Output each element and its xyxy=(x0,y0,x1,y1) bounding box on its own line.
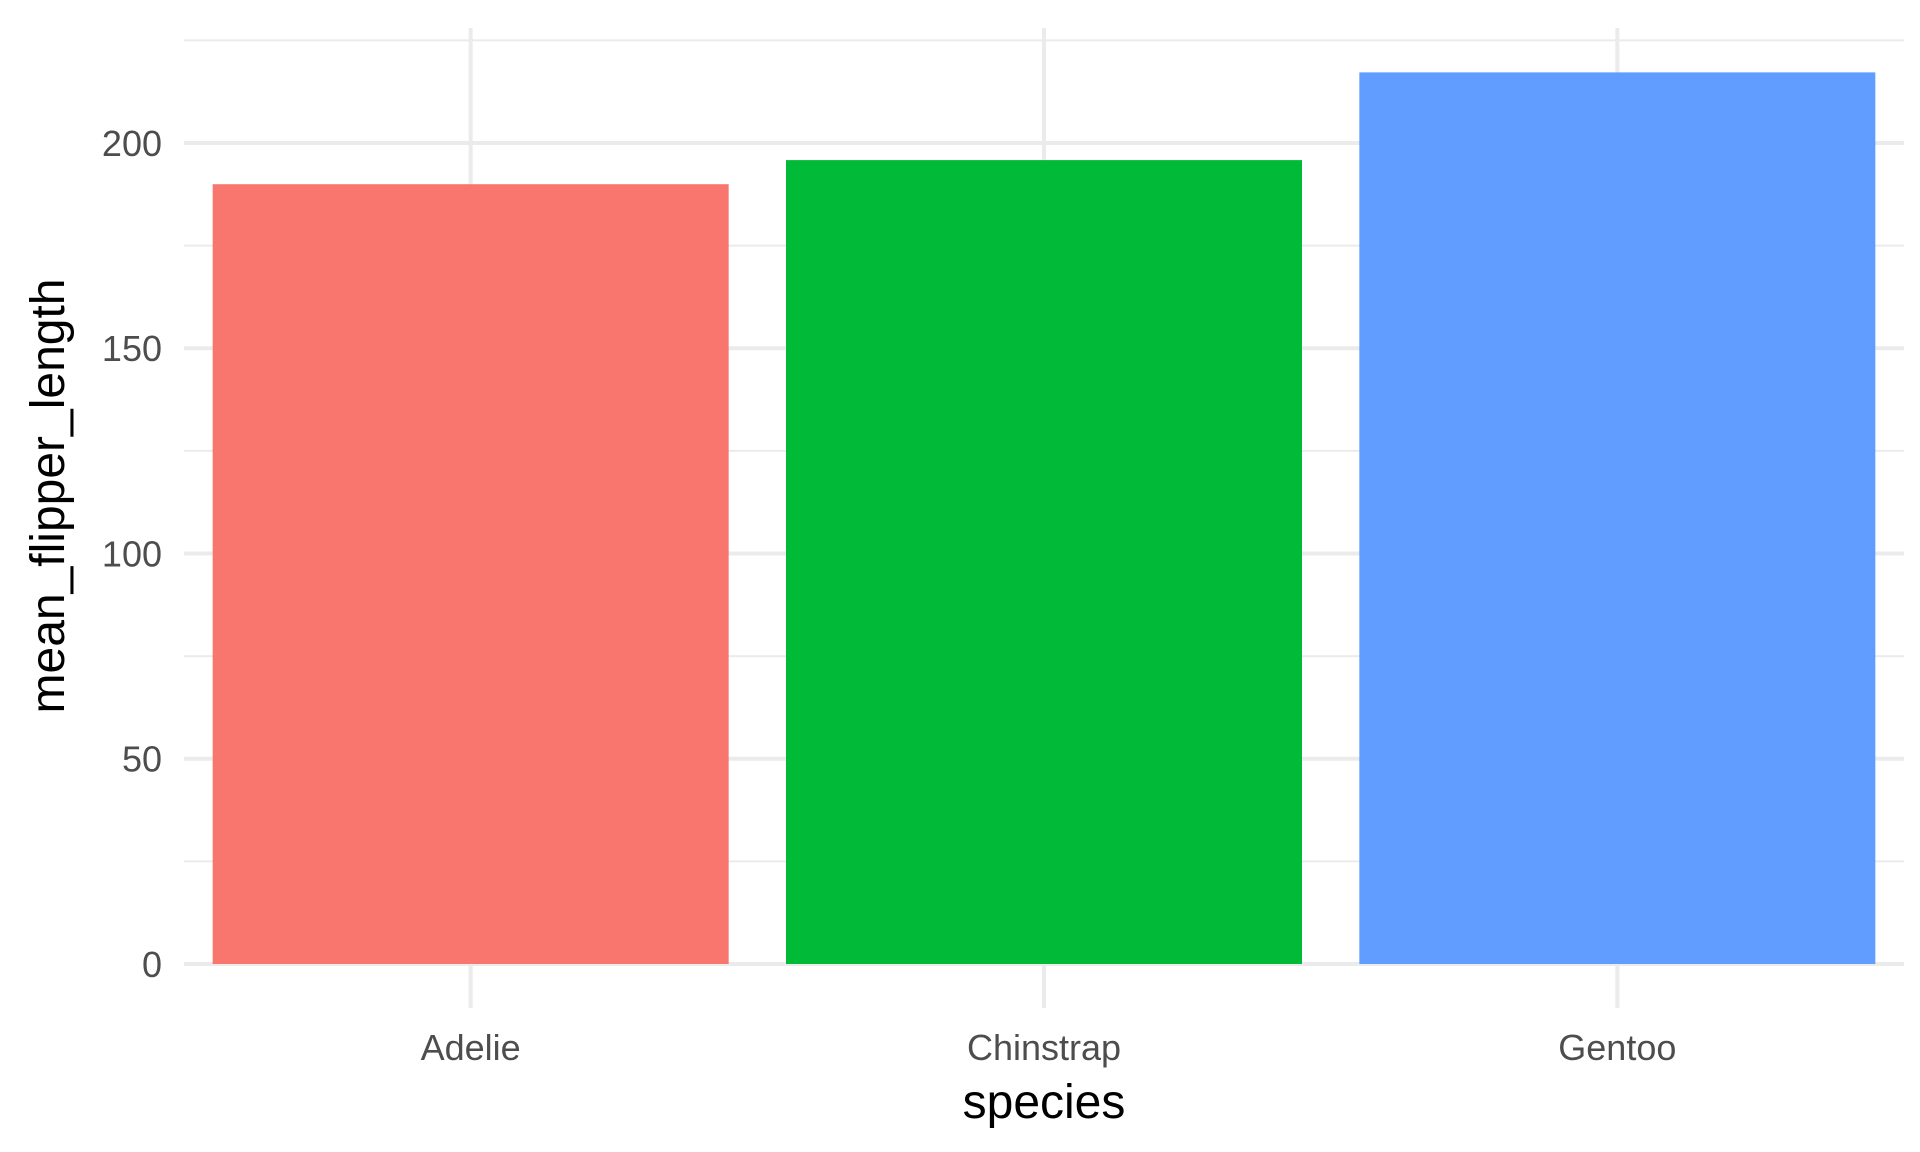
x-tick-label: Chinstrap xyxy=(967,1027,1121,1068)
y-tick-label: 200 xyxy=(102,123,162,164)
bar-gentoo xyxy=(1359,72,1876,965)
y-tick-label: 100 xyxy=(102,533,162,574)
y-tick-labels: 0 50 100 150 200 xyxy=(102,123,162,985)
x-tick-labels: Adelie Chinstrap Gentoo xyxy=(421,1027,1677,1068)
bar-adelie xyxy=(212,184,729,964)
x-axis-title: species xyxy=(963,1076,1126,1129)
bar-chinstrap xyxy=(786,160,1302,964)
y-tick-label: 0 xyxy=(142,944,162,985)
y-axis-title: mean_flipper_length xyxy=(22,279,75,714)
x-tick-label: Adelie xyxy=(421,1027,521,1068)
x-tick-label: Gentoo xyxy=(1558,1027,1676,1068)
y-tick-label: 150 xyxy=(102,328,162,369)
bar-layer xyxy=(212,72,1876,965)
y-tick-label: 50 xyxy=(122,739,162,780)
